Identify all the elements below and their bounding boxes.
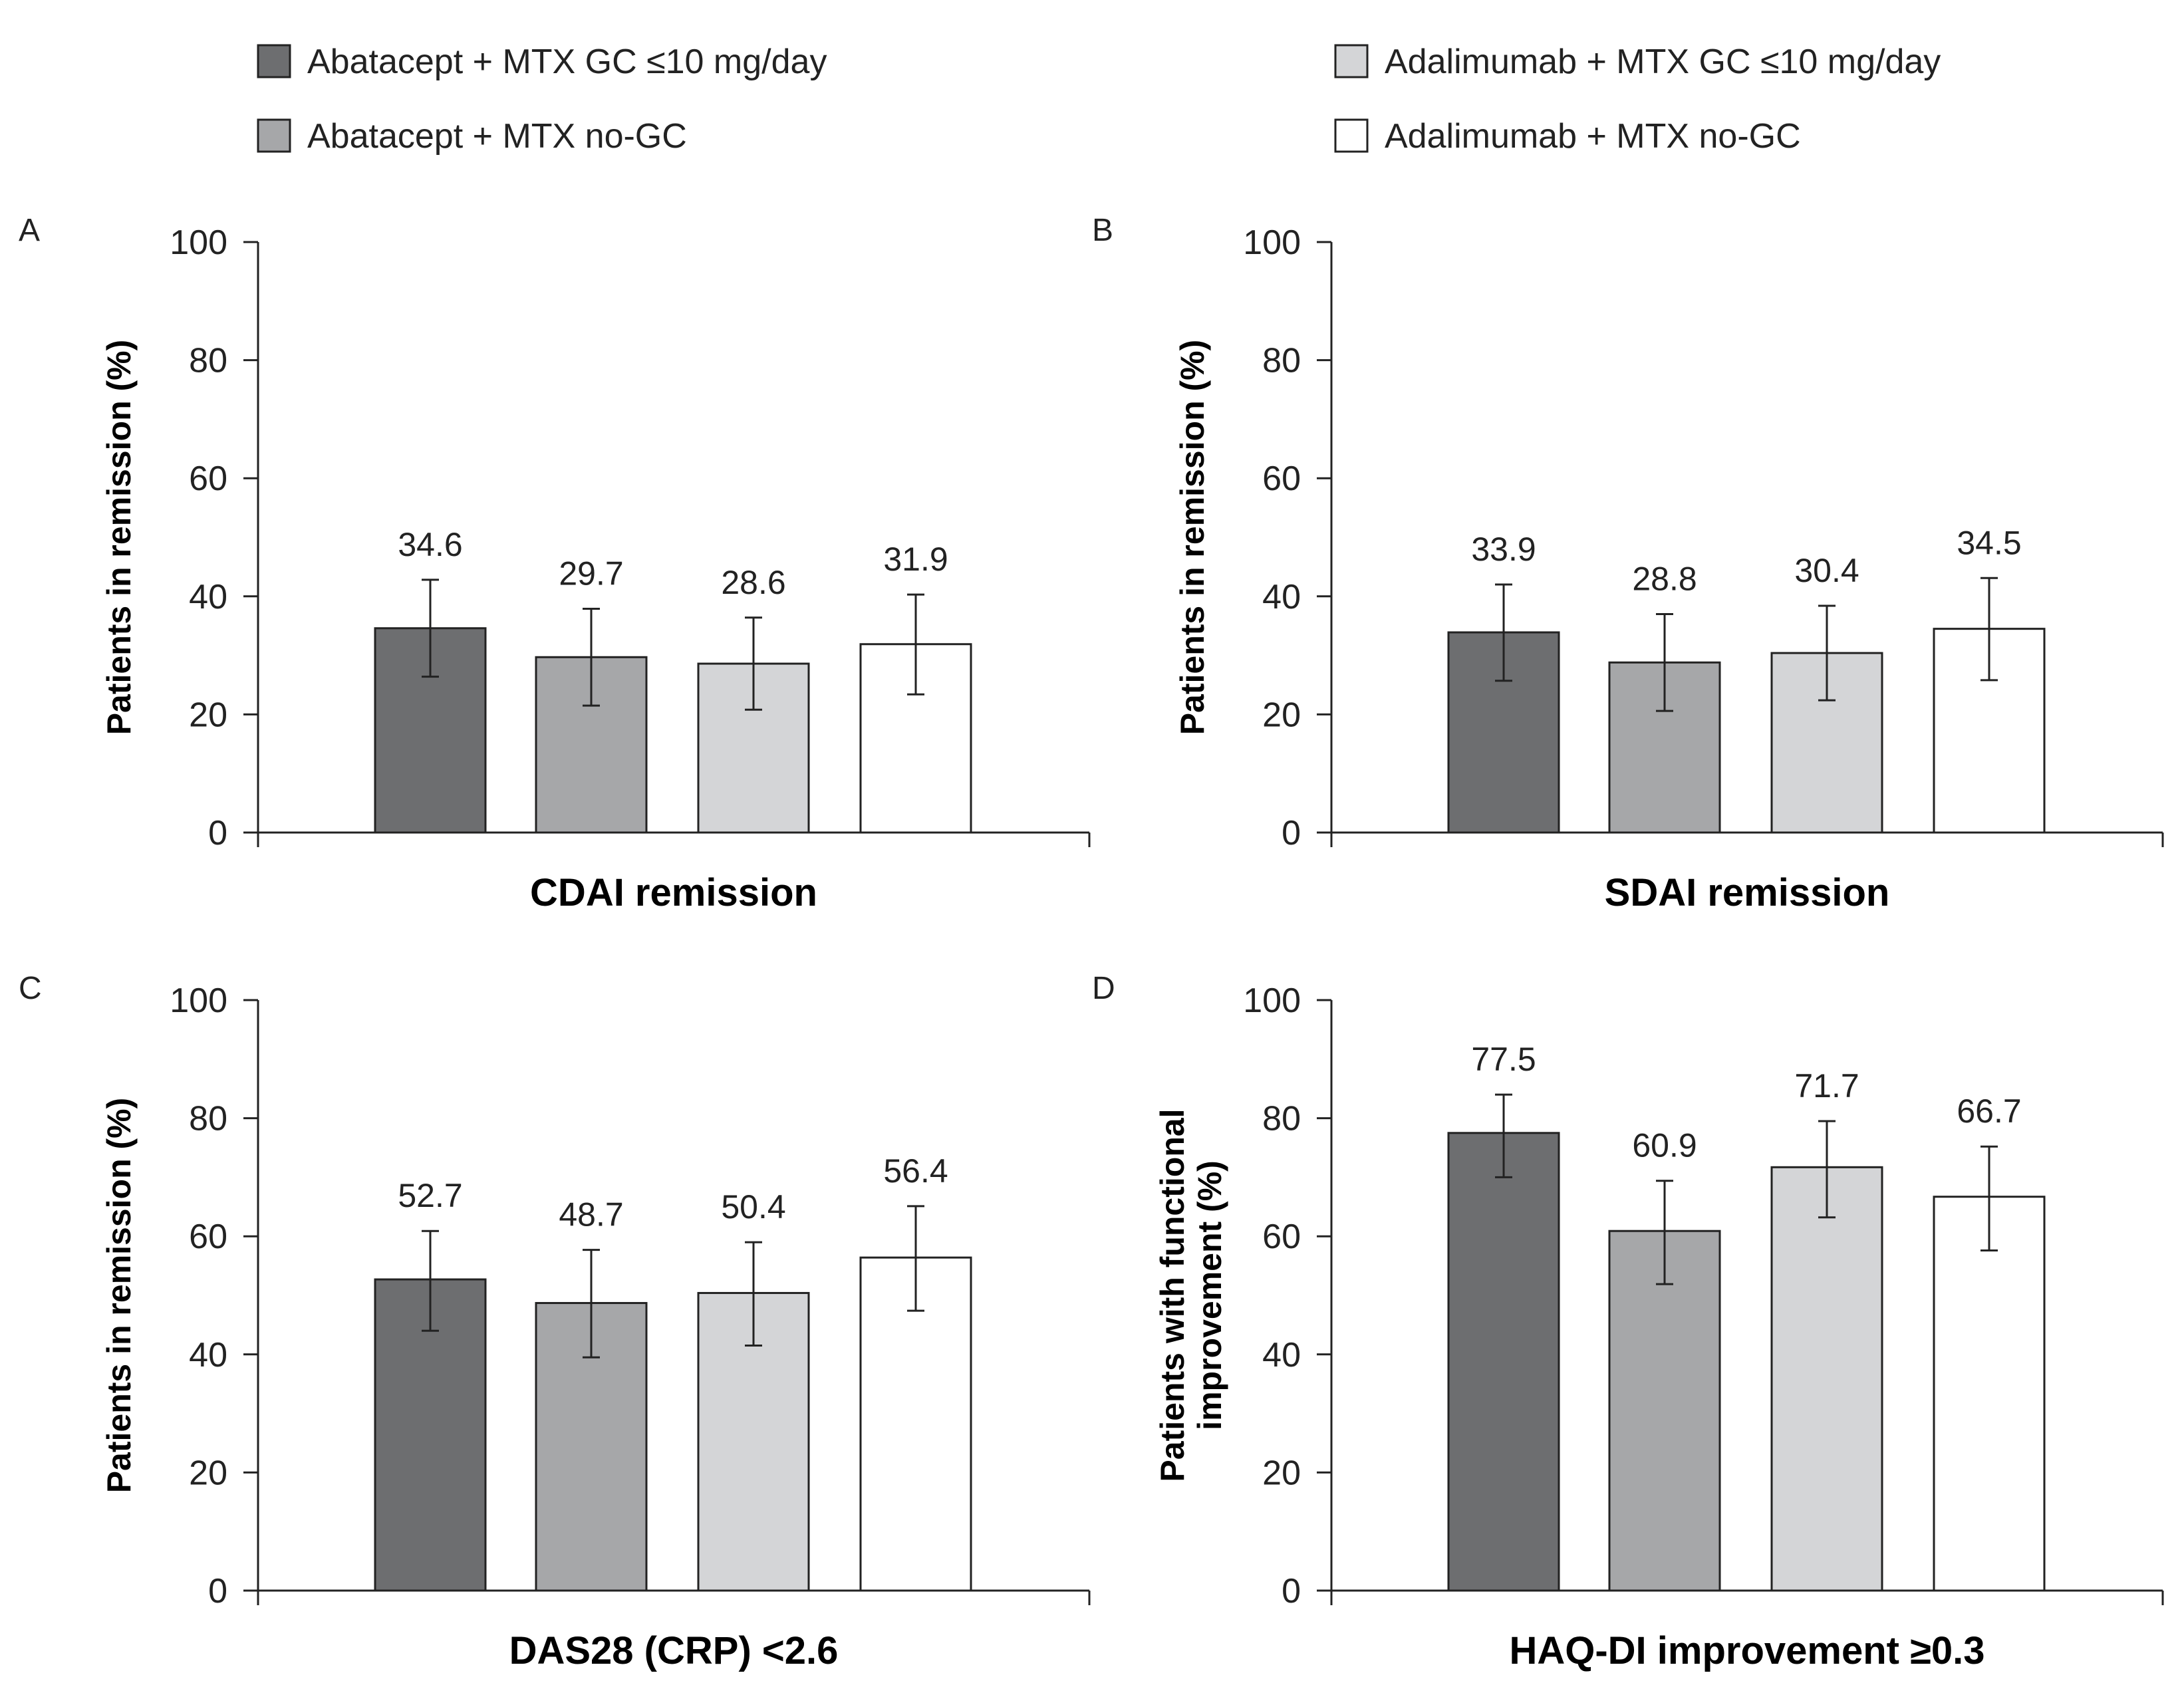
y-tick-label: 20 xyxy=(1262,1454,1301,1492)
data-label: 50.4 xyxy=(721,1188,785,1226)
y-axis-label: Patients in remission (%) xyxy=(1174,340,1211,735)
y-tick-label: 60 xyxy=(1262,1218,1301,1256)
data-label: 56.4 xyxy=(883,1152,948,1190)
panel-a: A 0 20 40 60 80 100 Patients in remission (%) CD… xyxy=(19,213,1091,914)
legend-label-abatacept_gc: Abatacept + MTX GC ≤10 mg/day xyxy=(307,43,827,81)
y-tick-label: 40 xyxy=(189,1336,227,1374)
y-tick-label: 100 xyxy=(1243,223,1301,262)
y-tick-label: 20 xyxy=(1262,696,1301,734)
data-label: 33.9 xyxy=(1471,531,1536,568)
y-tick-label: 80 xyxy=(1262,1100,1301,1138)
y-tick-label: 80 xyxy=(189,1100,227,1138)
data-label: 28.6 xyxy=(721,564,785,601)
y-tick-label: 40 xyxy=(189,578,227,616)
bar-abatacept_gc xyxy=(1447,1132,1560,1592)
panel-letter: D xyxy=(1092,971,1115,1006)
data-label: 52.7 xyxy=(398,1177,462,1214)
panel-letter: B xyxy=(1092,213,1113,248)
y-tick-label: 80 xyxy=(1262,342,1301,380)
panel-letter: C xyxy=(19,971,42,1006)
legend-label-adalimumab_nogc: Adalimumab + MTX no-GC xyxy=(1385,117,1801,156)
legend-label-abatacept_nogc: Abatacept + MTX no-GC xyxy=(307,117,687,156)
bar-adalimumab_nogc xyxy=(1933,1196,2046,1592)
data-label: 31.9 xyxy=(883,541,948,578)
y-tick-label: 0 xyxy=(208,814,227,852)
data-label: 34.5 xyxy=(1957,524,2021,561)
y-axis-label: Patients in remission (%) xyxy=(100,340,138,735)
panel-b: B 0 20 40 60 80 100 Patients in remission (%) SD… xyxy=(1092,213,2164,914)
y-tick-label: 100 xyxy=(170,981,227,1020)
y-tick-label: 20 xyxy=(189,1454,227,1492)
x-axis-label: DAS28 (CRP) <2.6 xyxy=(509,1629,839,1672)
y-tick-label: 100 xyxy=(1243,981,1301,1020)
data-label: 60.9 xyxy=(1632,1127,1697,1164)
y-tick-label: 0 xyxy=(1282,814,1301,852)
y-tick-label: 60 xyxy=(189,459,227,498)
y-tick-label: 20 xyxy=(189,696,227,734)
legend: Abatacept + MTX GC ≤10 mg/day Abatacept +… xyxy=(257,43,1941,156)
y-tick-label: 80 xyxy=(189,342,227,380)
y-axis-label: Patients in remission (%) xyxy=(100,1098,138,1494)
bar-adalimumab_nogc xyxy=(859,1256,972,1592)
y-tick-label: 60 xyxy=(189,1218,227,1256)
data-label: 71.7 xyxy=(1794,1067,1859,1104)
y-axis-label: improvement (%) xyxy=(1191,1160,1228,1430)
data-label: 29.7 xyxy=(559,555,623,592)
y-tick-label: 60 xyxy=(1262,459,1301,498)
x-axis-label: HAQ-DI improvement ≥0.3 xyxy=(1509,1629,1984,1672)
x-axis-label: CDAI remission xyxy=(530,871,817,914)
panel-d: D 0 20 40 60 80 100 Patients with functional imp… xyxy=(1092,971,2164,1672)
legend-label-adalimumab_gc: Adalimumab + MTX GC ≤10 mg/day xyxy=(1385,43,1941,81)
legend-swatch-abatacept_nogc xyxy=(257,118,291,153)
bar-abatacept_nogc xyxy=(1608,1230,1721,1592)
x-axis-label: SDAI remission xyxy=(1605,871,1890,914)
y-tick-label: 0 xyxy=(208,1572,227,1611)
legend-swatch-adalimumab_nogc xyxy=(1334,118,1369,153)
y-tick-label: 40 xyxy=(1262,578,1301,616)
data-label: 34.6 xyxy=(398,526,462,563)
data-label: 28.8 xyxy=(1632,560,1697,597)
bar-adalimumab_gc xyxy=(1770,1166,1883,1592)
bar-abatacept_nogc xyxy=(535,656,648,834)
legend-swatch-adalimumab_gc xyxy=(1334,44,1369,78)
data-label: 48.7 xyxy=(559,1196,623,1234)
panel-c: C 0 20 40 60 80 100 Patients in remission (%) DA… xyxy=(19,971,1091,1672)
y-axis-label: Patients with functional xyxy=(1154,1108,1191,1482)
data-label: 30.4 xyxy=(1794,552,1859,589)
bar-adalimumab_gc xyxy=(697,662,810,834)
y-tick-label: 0 xyxy=(1282,1572,1301,1611)
data-label: 77.5 xyxy=(1471,1041,1536,1078)
y-tick-label: 100 xyxy=(170,223,227,262)
y-tick-label: 40 xyxy=(1262,1336,1301,1374)
data-label: 66.7 xyxy=(1957,1093,2021,1130)
panel-letter: A xyxy=(19,213,40,248)
legend-swatch-abatacept_gc xyxy=(257,44,291,78)
bar-abatacept_nogc xyxy=(1608,661,1721,834)
